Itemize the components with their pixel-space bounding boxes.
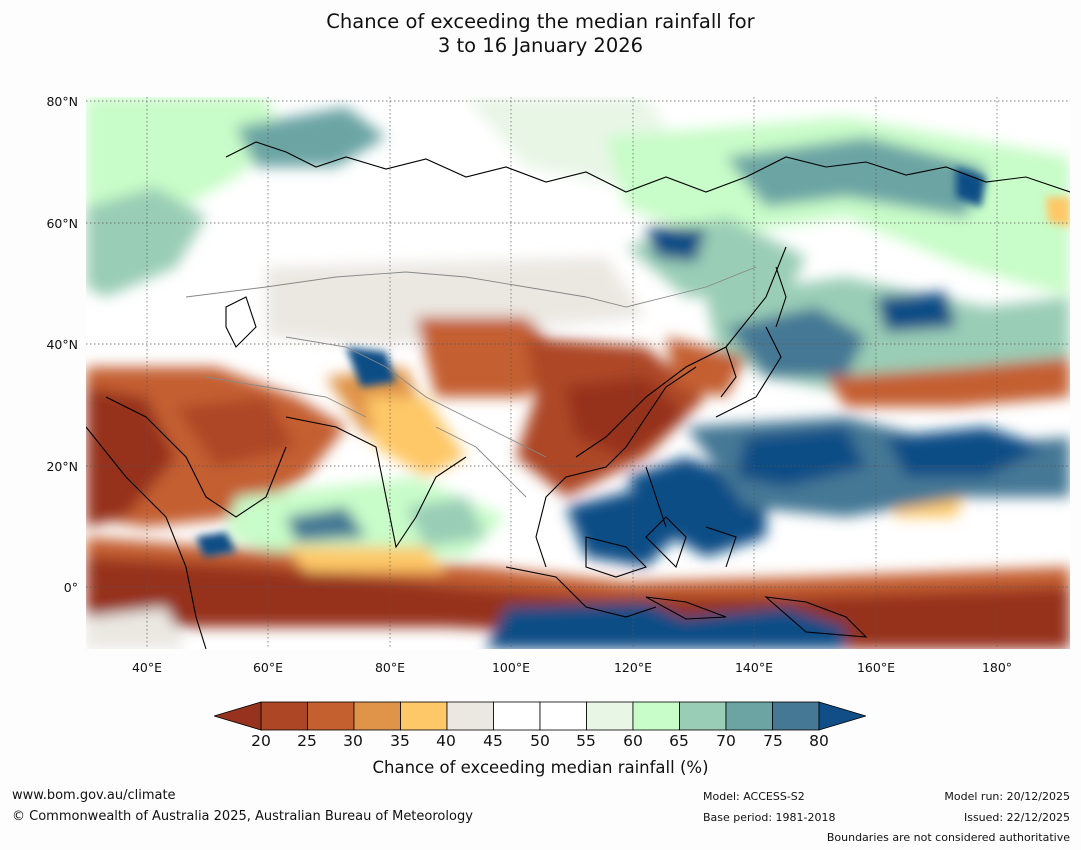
colorbar-bin (400, 701, 448, 731)
probability-field (86, 97, 1070, 649)
issued-date: Issued: 22/12/2025 (963, 811, 1070, 824)
website-link[interactable]: www.bom.gov.au/climate (12, 788, 176, 803)
colorbar-bins (260, 701, 820, 731)
colorbar-label: Chance of exceeding median rainfall (%) (372, 758, 709, 777)
colorbar-tick-20: 20 (251, 732, 271, 750)
rainfall-map-svg (86, 97, 1070, 649)
lon-label-180: 180° (981, 660, 1013, 675)
colorbar-tick-30: 30 (343, 732, 363, 750)
lat-label-80n: 80°N (46, 94, 78, 109)
base-period: Base period: 1981-2018 (703, 811, 836, 824)
graticule (86, 97, 1070, 649)
title-line-1: Chance of exceeding the median rainfall … (326, 10, 755, 33)
country-boundaries (185, 266, 757, 498)
coastlines (86, 141, 1070, 649)
colorbar-tick-55: 55 (576, 732, 596, 750)
model-run-date: Model run: 20/12/2025 (944, 790, 1070, 803)
map-title: Chance of exceeding the median rainfall … (0, 10, 1081, 58)
lat-label-60n: 60°N (46, 216, 78, 231)
lon-label-80e: 80°E (374, 660, 406, 675)
lat-label-40n: 40°N (46, 337, 78, 352)
colorbar-tick-40: 40 (436, 732, 456, 750)
colorbar-bin (353, 701, 401, 731)
rainfall-map (86, 97, 1070, 649)
lon-label-120e: 120°E (613, 660, 652, 675)
colorbar-bin (632, 701, 680, 731)
lon-label-100e: 100°E (491, 660, 530, 675)
colorbar-tick-80: 80 (809, 732, 829, 750)
colorbar-tick-50: 50 (530, 732, 550, 750)
title-line-2: 3 to 16 January 2026 (437, 34, 644, 57)
colorbar-under-arrow (214, 701, 262, 731)
colorbar-bin (725, 701, 773, 731)
colorbar-over-arrow (818, 701, 866, 731)
colorbar-tick-75: 75 (763, 732, 783, 750)
colorbar-tick-45: 45 (483, 732, 503, 750)
copyright-text: © Commonwealth of Australia 2025, Austra… (12, 809, 473, 824)
lon-label-60e: 60°E (252, 660, 284, 675)
colorbar-bin (493, 701, 541, 731)
colorbar-bin (586, 701, 634, 731)
colorbar-tick-60: 60 (623, 732, 643, 750)
colorbar-bin (260, 701, 308, 731)
probability-detail (196, 167, 1070, 557)
colorbar-tick-35: 35 (390, 732, 410, 750)
colorbar-tick-65: 65 (669, 732, 689, 750)
lat-label-20n: 20°N (46, 459, 78, 474)
colorbar-bin (446, 701, 494, 731)
lat-label-0: 0° (63, 580, 78, 595)
colorbar-bin (307, 701, 355, 731)
colorbar-bin (772, 701, 820, 731)
colorbar-bin (679, 701, 727, 731)
colorbar-tick-25: 25 (297, 732, 317, 750)
lon-label-40e: 40°E (131, 660, 163, 675)
boundaries-disclaimer: Boundaries are not considered authoritat… (826, 831, 1070, 844)
model-name: Model: ACCESS-S2 (703, 790, 805, 803)
colorbar-tick-70: 70 (716, 732, 736, 750)
colorbar (214, 701, 866, 731)
colorbar-bin (539, 701, 587, 731)
lon-label-160e: 160°E (856, 660, 895, 675)
lon-label-140e: 140°E (734, 660, 773, 675)
